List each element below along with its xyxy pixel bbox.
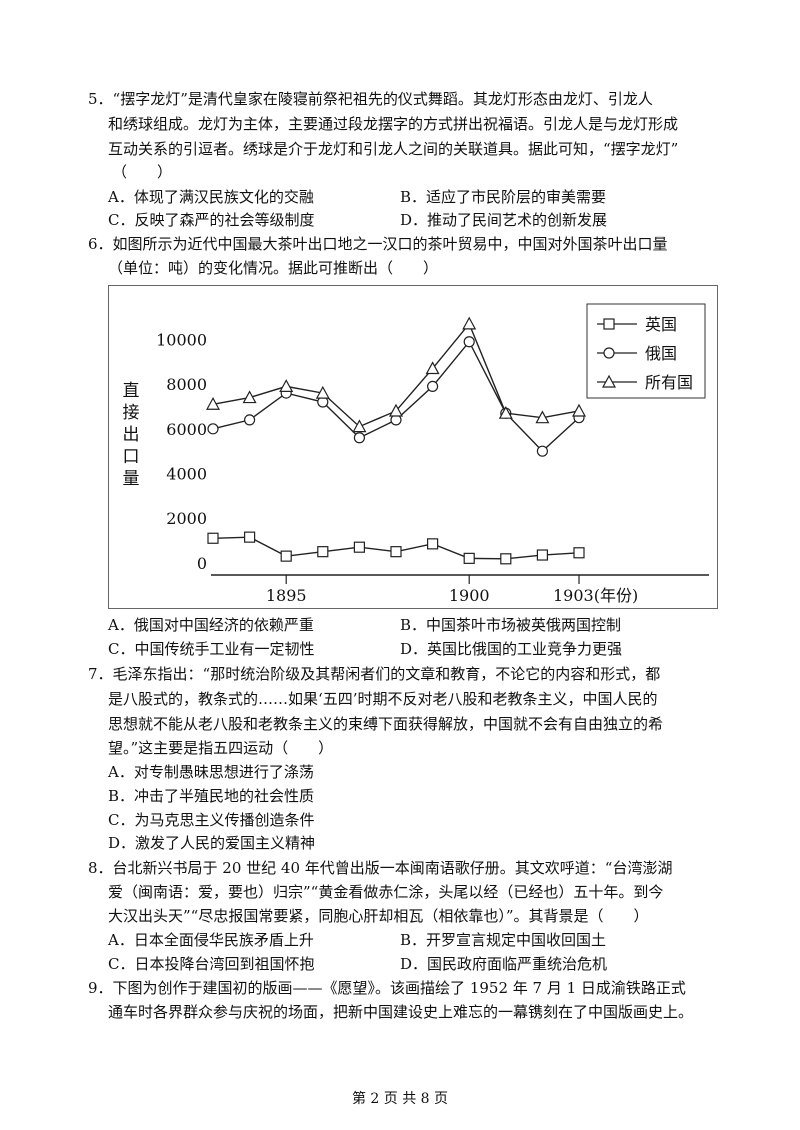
q5-option-a[interactable]: A．体现了满汉民族文化的交融 (108, 188, 314, 206)
y-tick-label: 4000 (166, 465, 207, 484)
q5-option-c[interactable]: C．反映了森严的社会等级制度 (108, 211, 315, 229)
q5-line-3: 互动关系的引逗者。绣球是介于龙灯和引龙人之间的关联道具。据此可知，“摆字龙灯” (108, 140, 679, 158)
legend-label: 所有国 (645, 373, 693, 392)
q6-option-d[interactable]: D．英国比俄国的工业竞争力更强 (400, 640, 623, 658)
square-point (353, 541, 365, 553)
q8-line-3: 大汉出头天”“尽忠报国常要紧，同胞心肝却相瓦（相依靠也）”。其背景是（ ） (108, 907, 649, 925)
x-tick-label: 1900 (449, 586, 490, 605)
square-point (500, 553, 512, 565)
x-tick-label: 1895 (266, 586, 307, 605)
circle-point (427, 380, 439, 393)
q6-line-2: （单位：吨）的变化情况。据此可推断出（ ） (108, 259, 439, 277)
y-axis-label-char: 量 (123, 469, 140, 489)
x-tick-label: 1903(年份) (553, 586, 638, 605)
triangle-point (498, 405, 513, 419)
q9-line-1: 9．下图为创作于建国初的版画——《愿望》。该画描绘了 1952 年 7 月 1 … (88, 979, 686, 997)
q5-option-b[interactable]: B．适应了市民阶层的审美需要 (400, 188, 607, 206)
square-point (536, 549, 548, 561)
q8-option-b[interactable]: B．开罗宣言规定中国收回国土 (400, 931, 607, 949)
legend-label: 俄国 (645, 344, 677, 363)
q7-line-1: 7．毛泽东指出：“那时统治阶级及其帮闲者们的文章和教育，不论它的内容和形式，都 (88, 665, 661, 683)
q7-option-b[interactable]: B．冲击了半殖民地的社会性质 (108, 787, 315, 805)
q7-line-4: 望。”这主要是指五四运动（ ） (108, 739, 334, 757)
q5-line-4: （ ） (112, 163, 173, 181)
circle-point (463, 336, 475, 348)
q7-line-2: 是八股式的，教条式的……如果‘五四’时期不反对老八股和老教条主义，中国人民的 (108, 690, 658, 708)
circle-point (244, 414, 256, 426)
triangle-point (242, 390, 257, 404)
y-tick-label: 0 (197, 554, 207, 573)
q7-line-3: 思想就不能从老八股和老教条主义的束缚下面获得解放，中国就不会有自由独立的希 (108, 715, 664, 733)
legend-label: 英国 (645, 315, 677, 334)
triangle-point (315, 385, 330, 399)
q5-line-1: 5．“摆字龙灯”是清代皇家在陵寝前祭祀祖先的仪式舞蹈。其龙灯形态由龙灯、引龙人 (88, 90, 653, 108)
q5-option-d[interactable]: D．推动了民间艺术的创新发展 (400, 211, 608, 229)
q8-line-1: 8．台北新兴书局于 20 世纪 40 年代曾出版一本闽南语歌仔册。其文欢呼道：“… (88, 859, 673, 877)
page-footer: 第 2 页 共 8 页 (351, 1091, 449, 1107)
tea-export-chart: 0 2000 4000 6000 8000 10000 1895 1900 1903(年份) 直接… (108, 285, 718, 609)
q5-line-2: 和绣球组成。龙灯为主体，主要通过段龙摆字的方式拼出祝福语。引龙人是与龙灯形成 (108, 115, 679, 133)
circle-point (603, 347, 615, 359)
square-point (207, 532, 219, 544)
y-tick-label: 8000 (166, 375, 207, 394)
y-axis-label-char: 口 (123, 447, 140, 467)
square-point (603, 318, 615, 330)
triangle-point (601, 374, 617, 388)
q8-line-2: 爱（闽南语：爱，要也）归宗”“黄金看做赤仁涂，头尾以经（已经也）五十年。到今 (108, 883, 664, 901)
triangle-point (535, 410, 550, 424)
square-point (463, 552, 475, 564)
square-point (390, 546, 402, 558)
chart-series-layer (205, 316, 587, 565)
y-axis-label-char: 接 (123, 403, 140, 423)
triangle-point (279, 379, 294, 393)
q7-option-d[interactable]: D．激发了人民的爱国主义精神 (108, 834, 316, 852)
q6-option-b[interactable]: B．中国茶叶市场被英俄两国控制 (400, 616, 622, 634)
square-point (573, 547, 585, 559)
square-point (427, 538, 439, 550)
q8-option-c[interactable]: C．日本投降台湾回到祖国怀抱 (108, 955, 315, 973)
chart-axes: 0 2000 4000 6000 8000 10000 1895 1900 1903(年份) 直接… (123, 331, 709, 605)
q6-option-c[interactable]: C．中国传统手工业有一定韧性 (108, 640, 315, 658)
square-point (317, 546, 329, 558)
triangle-point (388, 403, 404, 417)
chart-svg: 0 2000 4000 6000 8000 10000 1895 1900 1903(年份) 直接… (123, 303, 709, 605)
triangle-point (462, 316, 477, 330)
triangle-point (205, 397, 221, 410)
circle-point (207, 423, 219, 435)
triangle-point (571, 403, 587, 417)
y-axis-label-char: 出 (123, 425, 140, 445)
circle-point (536, 445, 548, 457)
y-tick-label: 6000 (166, 420, 207, 439)
q8-option-d[interactable]: D．国民政府面临严重统治危机 (400, 955, 608, 973)
square-point (280, 550, 292, 562)
triangle-point (425, 361, 440, 375)
circle-point (353, 432, 365, 444)
q7-option-a[interactable]: A．对专制愚昧思想进行了涤荡 (108, 763, 314, 781)
q6-option-a[interactable]: A．俄国对中国经济的依赖严重 (108, 616, 314, 634)
q8-option-a[interactable]: A．日本全面侵华民族矛盾上升 (108, 931, 314, 949)
y-tick-label: 10000 (156, 331, 207, 350)
q9-line-2: 通车时各界群众参与庆祝的场面，把新中国建设史上难忘的一幕镌刻在了中国版画史上。 (108, 1003, 694, 1021)
square-point (244, 531, 256, 543)
y-axis-label-char: 直 (123, 381, 140, 401)
triangle-point (352, 419, 367, 433)
q7-option-c[interactable]: C．为马克思主义传播创造条件 (108, 811, 315, 829)
q6-line-1: 6．如图所示为近代中国最大茶叶出口地之一汉口的茶叶贸易中，中国对外国茶叶出口量 (88, 235, 668, 253)
y-tick-label: 2000 (166, 509, 207, 528)
series-line-circle (212, 340, 580, 453)
